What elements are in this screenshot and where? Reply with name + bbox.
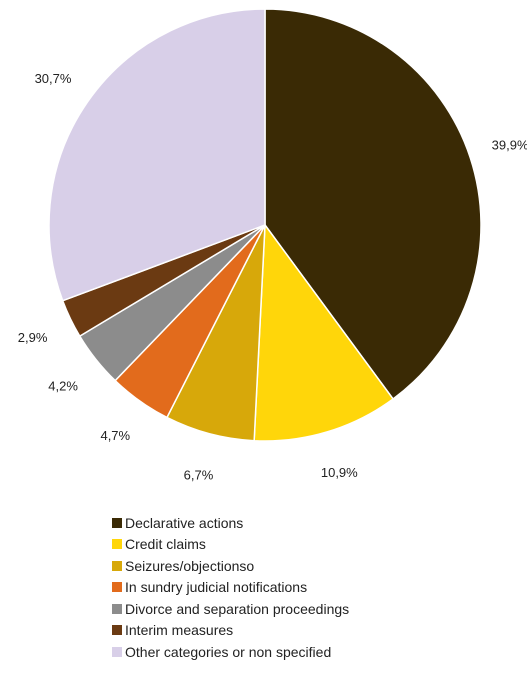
pie-slices	[48, 8, 482, 442]
legend-label: Credit claims	[125, 536, 206, 553]
legend-swatch	[112, 603, 122, 614]
slice-value-label: 10,9%	[321, 465, 358, 480]
legend-item-declarative-actions: Declarative actions	[112, 512, 349, 534]
legend-swatch	[112, 582, 122, 593]
slice-value-label: 30,7%	[35, 71, 72, 86]
pie-slice-declarative-actions	[264, 8, 482, 400]
legend-swatch	[112, 560, 122, 571]
legend-item-interim-measures: Interim measures	[112, 620, 349, 642]
legend-label: Declarative actions	[125, 514, 244, 531]
legend-label: Interim measures	[125, 622, 234, 639]
legend-item-divorce-separation: Divorce and separation proceedings	[112, 598, 349, 620]
pie-slice-other-categories-or-non-specified	[48, 8, 266, 302]
legend-label: In sundry judicial notifications	[125, 579, 308, 596]
legend-item-judicial-notifications: In sundry judicial notifications	[112, 577, 349, 599]
legend-item-credit-claims: Credit claims	[112, 534, 349, 556]
legend-label: Seizures/objectionso	[125, 557, 255, 574]
legend-swatch	[112, 517, 122, 528]
pie-chart: 39,9% 10,9% 6,7% 4,7% 4,2% 2,9% 30,7%	[18, 8, 527, 482]
legend-swatch	[112, 539, 122, 550]
slice-value-label: 39,9%	[492, 138, 527, 153]
slice-value-label: 6,7%	[184, 467, 214, 482]
pie-slice-credit-claims	[253, 222, 395, 442]
legend-swatch	[112, 625, 122, 636]
pie-value-labels: 39,9% 10,9% 6,7% 4,7% 4,2% 2,9% 30,7%	[18, 71, 527, 482]
legend-swatch	[112, 646, 122, 657]
slice-value-label: 4,2%	[48, 379, 78, 394]
legend-label: Other categories or non specified	[125, 643, 332, 660]
legend-item-other-categories: Other categories or non specified	[112, 641, 349, 663]
legend-label: Divorce and separation proceedings	[125, 600, 350, 617]
legend-item-seizures-objections: Seizures/objectionso	[112, 555, 349, 577]
slice-value-label: 2,9%	[18, 330, 48, 345]
slice-value-label: 4,7%	[100, 428, 130, 443]
chart-legend: Declarative actions Credit claims Seizur…	[112, 512, 349, 663]
